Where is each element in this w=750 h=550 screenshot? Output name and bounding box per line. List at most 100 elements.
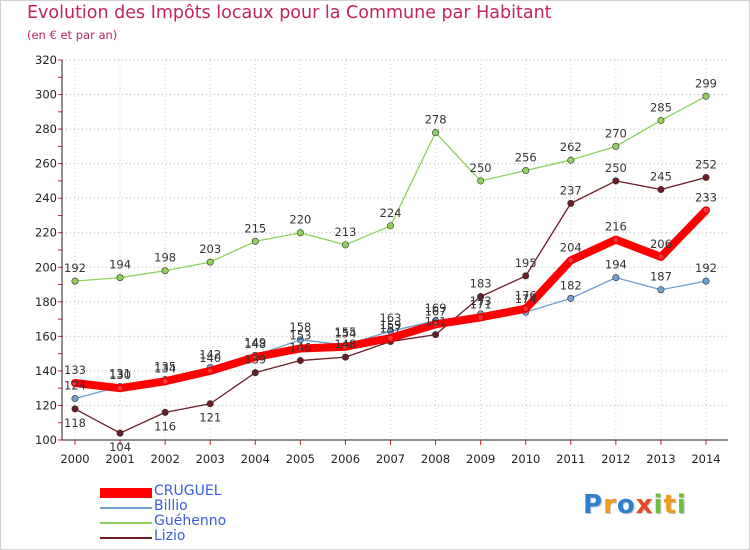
data-label-guehenno: 203	[199, 242, 221, 256]
x-tick-label: 2004	[241, 452, 270, 466]
data-label-billio: 194	[605, 258, 627, 272]
logo-letter: t	[663, 490, 677, 520]
point-lizio	[612, 177, 620, 185]
data-label-guehenno: 224	[380, 206, 402, 220]
point-billio	[71, 395, 79, 403]
point-guehenno	[251, 237, 259, 245]
data-label-cruguel: 171	[470, 297, 492, 311]
x-tick-label: 2010	[511, 452, 540, 466]
point-lizio	[161, 408, 169, 416]
point-cruguel	[702, 206, 710, 214]
point-lizio	[477, 293, 485, 301]
point-lizio	[567, 199, 575, 207]
data-label-lizio: 116	[154, 419, 176, 433]
data-label-billio: 173	[470, 294, 492, 308]
point-guehenno	[477, 177, 485, 185]
point-lizio	[296, 357, 304, 365]
data-label-billio: 174	[515, 292, 537, 306]
logo-letter: i	[676, 490, 687, 520]
logo-letter: P	[583, 490, 604, 520]
chart-title: Evolution des Impôts locaux pour la Comm…	[27, 3, 552, 23]
data-label-billio: 187	[650, 270, 672, 284]
point-guehenno	[206, 258, 214, 266]
point-cruguel	[206, 367, 214, 375]
data-label-lizio: 250	[605, 161, 627, 175]
point-guehenno	[386, 222, 394, 230]
y-tick-label: 160	[35, 329, 57, 343]
data-label-billio: 182	[560, 278, 582, 292]
point-lizio	[206, 400, 214, 408]
data-label-guehenno: 262	[560, 140, 582, 154]
data-label-lizio: 157	[380, 322, 402, 336]
data-label-cruguel: 233	[695, 190, 717, 204]
y-tick-label: 200	[35, 260, 57, 274]
data-label-lizio: 195	[515, 256, 537, 270]
data-label-guehenno: 215	[244, 221, 266, 235]
data-label-guehenno: 198	[154, 251, 176, 265]
point-guehenno	[296, 229, 304, 237]
logo-letter: r	[603, 490, 617, 520]
data-label-billio: 192	[695, 261, 717, 275]
data-label-cruguel: 133	[64, 363, 86, 377]
data-label-lizio: 121	[199, 411, 221, 425]
data-label-cruguel: 154	[334, 327, 356, 341]
data-label-cruguel: 167	[425, 304, 447, 318]
x-tick-label: 2001	[105, 452, 134, 466]
point-guehenno	[161, 267, 169, 275]
point-cruguel	[387, 334, 394, 342]
data-label-lizio: 104	[109, 440, 131, 454]
point-lizio	[432, 331, 440, 339]
data-label-cruguel: 204	[560, 240, 582, 254]
point-cruguel	[71, 379, 79, 387]
data-label-lizio: 161	[425, 315, 447, 329]
data-label-guehenno: 250	[470, 161, 492, 175]
legend-label: Guéhenno	[154, 513, 227, 529]
data-label-cruguel: 176	[515, 289, 537, 303]
y-tick-label: 320	[35, 53, 57, 67]
data-label-guehenno: 213	[334, 225, 356, 239]
data-label-billio: 149	[244, 335, 266, 349]
x-tick-label: 2014	[691, 452, 720, 466]
data-label-billio: 135	[154, 360, 176, 374]
legend-swatch	[100, 537, 152, 539]
point-billio	[296, 336, 304, 344]
point-cruguel	[522, 305, 530, 313]
point-guehenno	[432, 129, 440, 137]
y-tick-label: 180	[35, 295, 57, 309]
point-lizio	[116, 429, 124, 437]
x-tick-label: 2013	[646, 452, 675, 466]
data-label-guehenno: 270	[605, 126, 627, 140]
data-label-guehenno: 220	[289, 213, 311, 227]
point-cruguel	[432, 320, 439, 328]
data-label-lizio: 237	[560, 183, 582, 197]
point-lizio	[657, 186, 665, 194]
data-label-cruguel: 153	[289, 328, 311, 342]
data-label-billio: 155	[334, 325, 356, 339]
data-label-billio: 158	[289, 320, 311, 334]
point-cruguel	[161, 377, 169, 385]
point-cruguel	[657, 253, 665, 261]
y-tick-label: 260	[35, 157, 57, 171]
data-label-billio: 163	[380, 311, 402, 325]
point-guehenno	[657, 116, 665, 124]
y-tick-label: 280	[35, 122, 57, 136]
point-cruguel	[251, 353, 259, 361]
x-tick-label: 2002	[151, 452, 180, 466]
x-tick-label: 2007	[376, 452, 405, 466]
point-cruguel	[116, 384, 124, 392]
legend-label: Lizio	[154, 528, 186, 544]
point-guehenno	[341, 241, 349, 249]
legend-label: CRUGUEL	[154, 483, 222, 499]
point-guehenno	[116, 274, 124, 282]
axes: 100 120 140 160 180 200 220 240 260 280 300 320 2000…	[35, 53, 728, 466]
data-label-cruguel: 206	[650, 237, 672, 251]
data-label-cruguel: 130	[109, 368, 131, 382]
y-tick-label: 120	[35, 398, 57, 412]
data-label-cruguel: 148	[244, 337, 266, 351]
logo-letter: o	[616, 490, 636, 520]
data-label-billio: 124	[64, 379, 86, 393]
x-tick-label: 2009	[466, 452, 495, 466]
point-billio	[567, 294, 575, 302]
